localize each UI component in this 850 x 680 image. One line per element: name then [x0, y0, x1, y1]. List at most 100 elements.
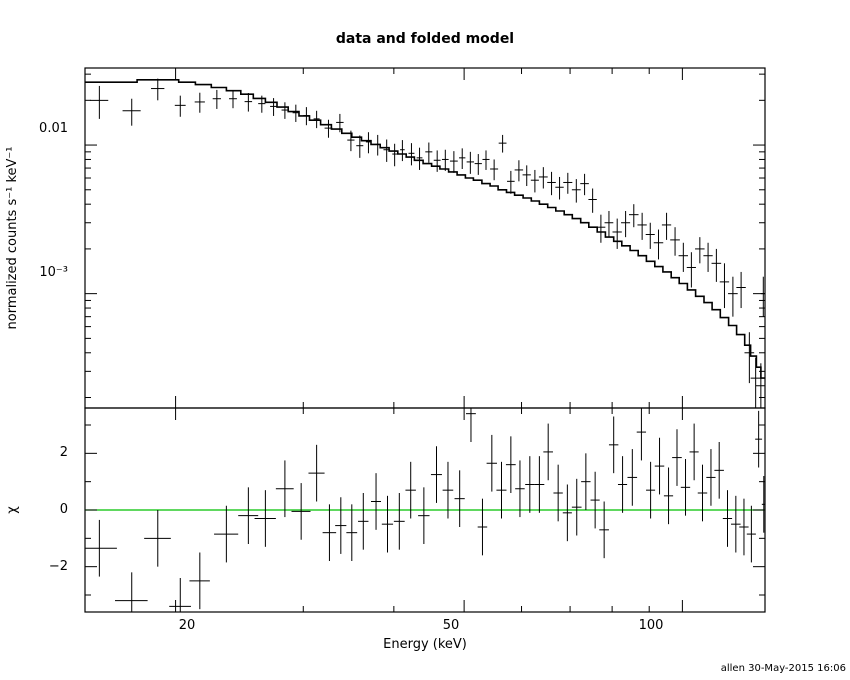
x-axis-label: Energy (keV)	[383, 637, 467, 652]
data-point	[604, 210, 614, 238]
data-point	[490, 159, 499, 181]
data-point	[628, 204, 639, 228]
data-point	[571, 478, 582, 536]
data-point	[686, 252, 696, 288]
folded-model-step	[85, 79, 765, 379]
data-point	[270, 98, 278, 116]
data-point	[416, 147, 423, 170]
data-point	[714, 442, 724, 499]
data-point	[515, 460, 525, 518]
data-point	[214, 505, 239, 563]
data-point	[229, 90, 237, 109]
data-point	[761, 476, 765, 533]
data-point	[612, 218, 622, 249]
data-point	[555, 176, 564, 200]
data-point	[238, 487, 259, 544]
data-point	[375, 134, 381, 156]
data-point	[303, 107, 310, 126]
data-point	[680, 459, 691, 516]
data-point	[174, 95, 186, 117]
data-point	[736, 271, 746, 309]
data-point	[706, 449, 716, 506]
data-point	[755, 410, 763, 468]
data-point	[627, 449, 638, 506]
data-point	[496, 461, 507, 519]
y-tick-label-minus2: −2	[49, 559, 68, 574]
data-point	[580, 173, 589, 196]
data-point	[739, 498, 749, 556]
x-tick-label-100: 100	[639, 618, 664, 633]
spectrum-frame	[84, 67, 766, 409]
data-point	[365, 132, 372, 154]
data-point	[90, 85, 109, 119]
residual-data-points	[85, 408, 765, 612]
data-point	[358, 493, 369, 550]
data-point	[144, 510, 171, 567]
data-point	[336, 113, 344, 133]
data-point	[430, 446, 442, 503]
data-point	[755, 363, 765, 408]
data-point	[505, 436, 516, 493]
data-point	[194, 92, 205, 113]
x-tick-label-20: 20	[179, 618, 196, 633]
data-point	[697, 464, 708, 522]
data-point	[731, 495, 741, 553]
data-point	[281, 102, 289, 119]
data-point	[711, 248, 722, 282]
data-point	[590, 471, 600, 529]
data-point	[383, 139, 390, 162]
data-point	[507, 170, 515, 194]
data-point	[636, 408, 647, 461]
data-point	[442, 461, 454, 519]
data-point	[621, 210, 631, 238]
data-point	[400, 140, 405, 162]
data-point	[661, 212, 672, 240]
data-point	[454, 470, 465, 527]
spectrum-y-axis-label: normalized counts s⁻¹ keV⁻¹	[5, 147, 20, 330]
residual-panel: 2 0 −2 χ	[5, 407, 766, 613]
data-point	[346, 504, 358, 561]
data-point	[322, 504, 337, 561]
data-point	[695, 237, 705, 264]
data-point	[466, 151, 475, 174]
data-point	[562, 484, 572, 542]
data-point	[408, 143, 415, 166]
residual-ticks	[85, 408, 765, 612]
data-point	[347, 130, 355, 152]
data-point	[474, 154, 482, 175]
data-point	[599, 501, 609, 559]
data-point	[498, 134, 507, 153]
data-point	[381, 495, 394, 553]
data-point	[514, 160, 524, 182]
data-point	[291, 483, 311, 540]
data-point	[324, 119, 333, 138]
data-point	[425, 142, 433, 163]
data-point	[433, 150, 441, 172]
data-point	[477, 498, 488, 556]
data-point	[244, 93, 253, 112]
data-point	[418, 487, 430, 544]
y-tick-label-0: 0	[60, 502, 68, 517]
data-point	[728, 276, 738, 317]
data-point	[530, 169, 539, 193]
data-point	[151, 78, 165, 101]
data-point	[538, 167, 548, 189]
data-point	[486, 434, 497, 492]
data-point	[405, 461, 416, 519]
y-tick-label-1e-3: 10⁻³	[39, 265, 68, 280]
data-point	[258, 95, 266, 113]
data-point	[275, 460, 294, 518]
residual-y-axis-label: χ	[5, 506, 20, 514]
data-point	[581, 453, 591, 510]
data-point	[596, 214, 606, 243]
data-point	[617, 456, 628, 513]
data-point	[703, 242, 713, 272]
data-point	[654, 437, 665, 495]
data-point	[750, 357, 761, 408]
data-point	[449, 151, 458, 173]
data-point	[722, 490, 733, 547]
data-point	[356, 135, 364, 158]
data-point	[663, 467, 674, 525]
data-point	[637, 212, 647, 240]
